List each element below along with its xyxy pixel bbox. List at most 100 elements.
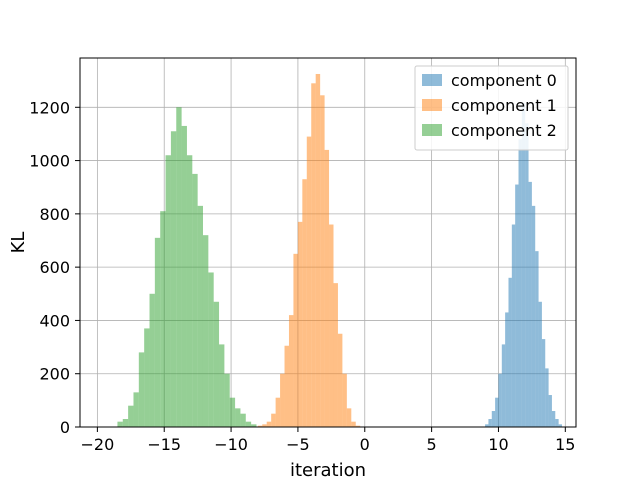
- histogram-bar-component-2: [128, 405, 134, 427]
- histogram-bar-component-2: [176, 107, 182, 427]
- histogram-bar-component-1: [275, 397, 281, 427]
- histogram-bar-component-0: [538, 301, 542, 427]
- legend-swatch: [422, 99, 442, 111]
- histogram-bar-component-0: [551, 411, 556, 427]
- histogram-bar-component-2: [240, 413, 246, 427]
- legend-label: component 0: [451, 71, 557, 90]
- histogram-bar-component-2: [251, 424, 257, 427]
- x-tick-label: 5: [427, 435, 437, 454]
- histogram-bar-component-2: [192, 173, 198, 427]
- x-axis-label: iteration: [290, 460, 366, 480]
- histogram-bar-component-2: [202, 235, 209, 427]
- histogram-bar-component-2: [144, 328, 150, 427]
- histogram-bar-component-0: [518, 139, 522, 427]
- histogram-bar-component-2: [245, 421, 252, 427]
- histogram-bar-component-1: [337, 333, 343, 427]
- histogram-bar-component-2: [197, 205, 203, 427]
- histogram-bar-component-1: [346, 408, 352, 427]
- histogram-bar-component-1: [355, 425, 361, 427]
- x-tick-label: −20: [80, 435, 114, 454]
- histogram-bar-component-0: [541, 339, 546, 427]
- histogram-bar-component-0: [511, 224, 516, 427]
- histogram-bar-component-2: [117, 421, 123, 427]
- histogram-bar-component-1: [271, 413, 276, 427]
- histogram-bar-component-0: [525, 123, 529, 428]
- histogram-bar-component-1: [351, 421, 356, 427]
- y-tick-label: 600: [39, 258, 70, 277]
- legend-box: [414, 65, 569, 151]
- histogram-bar-component-0: [515, 184, 519, 427]
- histogram-bar-component-2: [224, 373, 230, 427]
- histogram-bar-component-2: [219, 344, 225, 427]
- histogram-bar-component-1: [257, 425, 263, 427]
- histogram-bar-component-0: [528, 181, 532, 427]
- histogram-bar-component-0: [535, 251, 539, 427]
- histogram-bar-component-0: [495, 397, 499, 427]
- histogram-bar-component-1: [288, 315, 294, 427]
- x-tick-label: −5: [286, 435, 310, 454]
- histogram-bar-component-1: [293, 253, 298, 427]
- histogram-bar-component-1: [280, 373, 285, 427]
- legend-label: component 2: [451, 121, 557, 140]
- histogram-bar-component-2: [165, 155, 171, 427]
- histogram-bar-component-0: [555, 419, 559, 427]
- histogram-bars: [117, 73, 562, 428]
- histogram-bar-component-0: [548, 395, 552, 427]
- histogram-bar-component-1: [284, 345, 289, 427]
- x-tick-label: −10: [214, 435, 248, 454]
- histogram-bar-component-2: [160, 211, 166, 427]
- histogram-bar-component-1: [329, 224, 334, 427]
- histogram-bar-component-1: [333, 283, 338, 427]
- histogram-bar-component-1: [266, 421, 272, 427]
- histogram-bar-component-2: [208, 272, 214, 427]
- histogram-bar-component-0: [505, 312, 509, 427]
- legend-swatch: [422, 124, 442, 136]
- histogram-bar-component-2: [213, 301, 220, 427]
- histogram-bar-component-2: [229, 397, 236, 427]
- histogram-bar-component-1: [320, 95, 325, 428]
- y-tick-label: 0: [60, 418, 70, 437]
- histogram-bar-component-2: [181, 125, 187, 427]
- histogram-bar-component-0: [498, 373, 502, 427]
- histogram-bar-component-2: [138, 352, 145, 427]
- x-tick-label: −15: [147, 435, 181, 454]
- histogram-bar-component-2: [149, 293, 155, 427]
- histogram-bar-component-1: [315, 73, 321, 427]
- histogram-bar-component-1: [311, 83, 316, 427]
- histogram-bar-component-0: [521, 103, 526, 427]
- legend: component 0 component 1 component 2: [414, 65, 569, 151]
- histogram-bar-component-2: [133, 392, 139, 427]
- plot-frame: [79, 57, 577, 428]
- histogram-bar-component-0: [501, 344, 506, 427]
- histogram-bar-component-1: [306, 136, 312, 427]
- histogram-bar-component-1: [262, 424, 267, 427]
- histogram-bar-component-2: [235, 408, 241, 427]
- x-tick-label: 10: [488, 435, 508, 454]
- histogram-bar-component-0: [545, 368, 549, 427]
- histogram-bar-component-0: [508, 277, 512, 427]
- x-tick-label: 0: [360, 435, 370, 454]
- histogram-bar-component-0: [485, 424, 489, 427]
- y-tick-label: 800: [39, 205, 70, 224]
- histogram-bar-component-0: [531, 205, 536, 427]
- histogram-bar-component-2: [154, 237, 161, 427]
- histogram-bar-component-1: [324, 149, 330, 427]
- legend-label: component 1: [451, 96, 557, 115]
- histogram-bar-component-0: [488, 419, 492, 427]
- legend-swatch: [422, 74, 442, 86]
- histogram-bar-component-1: [302, 179, 307, 427]
- histogram-bar-component-2: [186, 155, 193, 427]
- y-tick-label: 400: [39, 311, 70, 330]
- y-axis-ticks: 0 200 400 600 800 1000 1200: [29, 98, 80, 437]
- x-tick-label: 15: [555, 435, 575, 454]
- histogram-bar-component-2: [170, 131, 177, 427]
- histogram-bar-component-2: [122, 419, 129, 427]
- y-axis-label: KL: [8, 232, 29, 254]
- histogram-bar-component-1: [342, 373, 347, 427]
- histogram-bar-component-1: [297, 221, 303, 427]
- y-tick-label: 1000: [29, 152, 70, 171]
- histogram-bar-component-0: [491, 411, 496, 427]
- y-tick-label: 200: [39, 365, 70, 384]
- y-tick-label: 1200: [29, 98, 70, 117]
